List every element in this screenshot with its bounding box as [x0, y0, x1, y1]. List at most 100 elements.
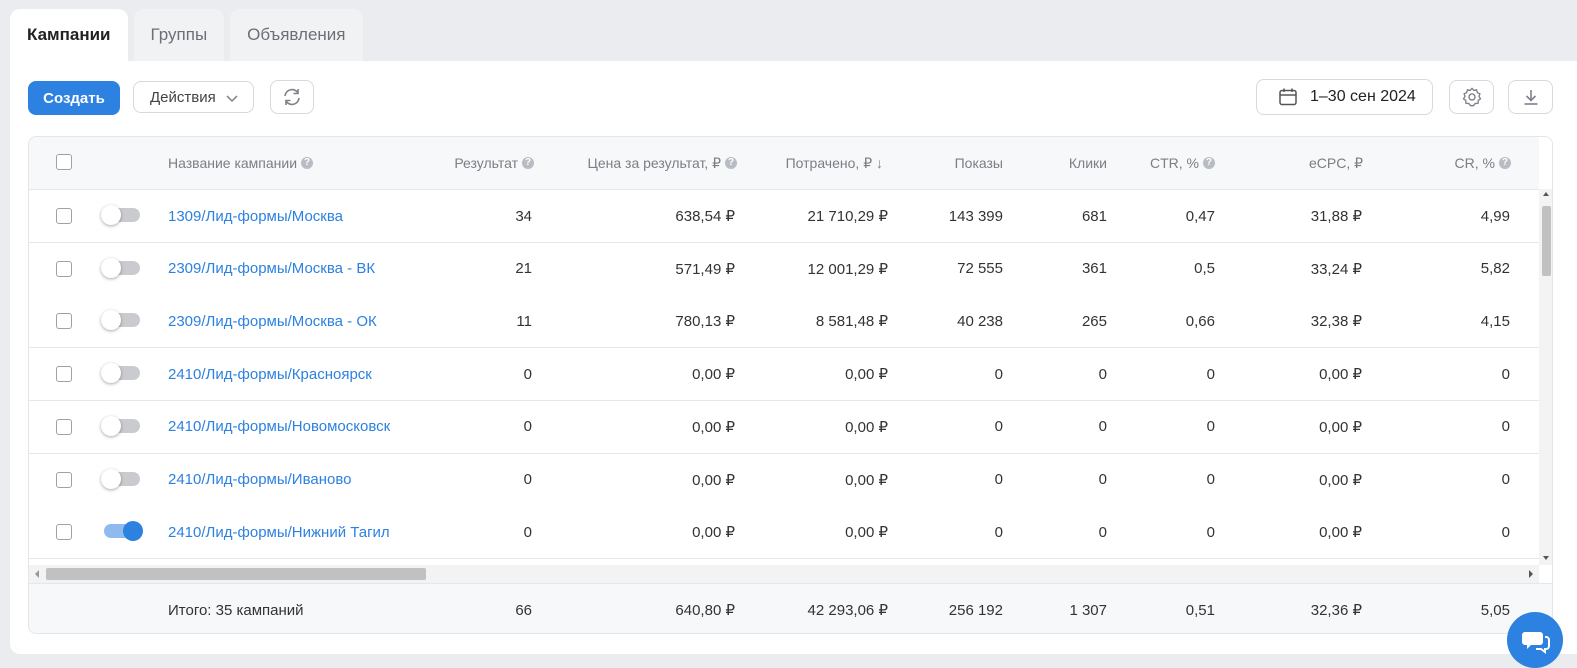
cell-ctr: 0	[1206, 523, 1215, 541]
cell-cr: 4,99	[1480, 207, 1510, 225]
help-icon[interactable]: ?	[1499, 157, 1511, 169]
column-spent[interactable]: Потрачено, ₽ ↓	[785, 154, 883, 171]
cell-spent: 0,00 ₽	[845, 418, 888, 436]
cell-cr: 0	[1501, 523, 1510, 541]
cell-ecpc: 33,24 ₽	[1310, 260, 1362, 278]
cell-ctr: 0,47	[1185, 207, 1215, 225]
row-checkbox[interactable]	[56, 524, 72, 541]
download-button[interactable]	[1508, 80, 1553, 114]
column-clicks[interactable]: Клики	[1068, 155, 1107, 171]
cell-ecpc: 0,00 ₽	[1319, 366, 1362, 384]
campaign-name-link[interactable]: 2410/Лид-формы/Красноярск	[168, 365, 372, 383]
table-row[interactable]: 2410/Лид-формы/Иваново 0 0,00 ₽ 0,00 ₽ 0 0 0 0,…	[29, 453, 1539, 507]
campaign-status-toggle[interactable]	[101, 205, 140, 225]
tab-ads[interactable]: Объявления	[230, 9, 363, 61]
campaign-name-link[interactable]: 2410/Лид-формы/Нижний Тагил	[168, 523, 390, 541]
campaigns-table: Название кампании? Результат? Цена за ре…	[28, 136, 1553, 634]
cell-cr: 0	[1501, 471, 1510, 488]
cell-spent: 0,00 ₽	[845, 524, 888, 542]
table-row[interactable]: 2410/Лид-формы/Красноярск 0 0,00 ₽ 0,00 ₽ 0 0…	[29, 348, 1539, 402]
cell-cost-per-result: 0,00 ₽	[692, 418, 735, 436]
table-row[interactable]: 2410/Лид-формы/Нижний Тагил 0 0,00 ₽ 0,00 ₽…	[29, 506, 1539, 560]
cell-result: 0	[523, 523, 532, 541]
table-total-row: Итого: 35 кампаний 66 640,80 ₽ 42 293,06…	[29, 583, 1552, 633]
cell-cr: 0	[1501, 365, 1510, 383]
row-checkbox[interactable]	[56, 313, 72, 330]
vertical-scrollbar[interactable]	[1539, 189, 1552, 565]
column-result[interactable]: Результат?	[429, 137, 534, 189]
table-row[interactable]: 2410/Лид-формы/Новомосковск 0 0,00 ₽ 0,00 ₽…	[29, 400, 1539, 454]
cell-ecpc: 31,88 ₽	[1310, 208, 1362, 225]
select-all-checkbox[interactable]	[56, 154, 72, 170]
campaign-status-toggle[interactable]	[101, 310, 140, 331]
cell-impressions: 0	[994, 523, 1003, 541]
gear-icon	[1461, 86, 1483, 108]
date-range-picker[interactable]: 1–30 сен 2024	[1256, 79, 1433, 115]
chat-icon	[1520, 625, 1550, 655]
cell-ctr: 0,66	[1185, 312, 1215, 330]
column-impressions[interactable]: Показы	[954, 155, 1003, 171]
total-ecpc: 32,36 ₽	[1310, 602, 1362, 619]
help-icon[interactable]: ?	[1203, 157, 1215, 169]
cell-cost-per-result: 571,49 ₽	[675, 260, 735, 278]
actions-dropdown[interactable]: Действия	[133, 81, 254, 113]
toggle-knob	[101, 205, 121, 225]
help-icon[interactable]: ?	[301, 157, 314, 169]
create-button[interactable]: Создать	[28, 81, 120, 115]
row-checkbox[interactable]	[56, 418, 72, 435]
settings-button[interactable]	[1449, 80, 1494, 114]
total-clicks: 1 307	[1069, 601, 1107, 619]
help-icon[interactable]: ?	[725, 157, 737, 169]
cell-result: 11	[516, 312, 532, 330]
vertical-scroll-thumb[interactable]	[1542, 206, 1551, 276]
table-row[interactable]: 2309/Лид-формы/Москва - ВК 21 571,49 ₽ 12 0…	[29, 242, 1539, 296]
cell-cr: 5,82	[1480, 260, 1510, 278]
horizontal-scrollbar[interactable]	[29, 565, 1539, 583]
row-checkbox[interactable]	[56, 208, 72, 224]
horizontal-scroll-thumb[interactable]	[46, 568, 426, 580]
help-icon[interactable]: ?	[522, 157, 534, 169]
tab-groups[interactable]: Группы	[133, 9, 225, 61]
cell-ctr: 0	[1206, 418, 1215, 436]
column-cr[interactable]: CR, %?	[1409, 137, 1511, 189]
column-name[interactable]: Название кампании?	[168, 137, 314, 189]
refresh-button[interactable]	[270, 80, 314, 114]
campaign-name-link[interactable]: 2309/Лид-формы/Москва - ОК	[168, 312, 377, 330]
campaign-name-link[interactable]: 1309/Лид-формы/Москва	[168, 207, 344, 225]
date-range-label: 1–30 сен 2024	[1310, 88, 1416, 105]
refresh-icon	[281, 86, 303, 108]
cell-impressions: 0	[994, 418, 1003, 436]
column-ctr[interactable]: CTR, %?	[1119, 137, 1215, 189]
table-row[interactable]: 1309/Лид-формы/Москва 34 638,54 ₽ 21 710,29…	[29, 190, 1539, 243]
calendar-icon	[1278, 87, 1298, 107]
row-checkbox[interactable]	[56, 260, 72, 277]
column-ecpc[interactable]: eCPC, ₽	[1308, 154, 1363, 171]
campaign-status-toggle[interactable]	[101, 468, 140, 489]
cell-spent: 21 710,29 ₽	[807, 208, 888, 225]
cell-impressions: 40 238	[957, 312, 1003, 330]
chevron-down-icon	[225, 91, 239, 109]
row-checkbox[interactable]	[56, 471, 72, 488]
campaign-name-link[interactable]: 2410/Лид-формы/Новомосковск	[168, 418, 391, 436]
tab-campaigns[interactable]: Кампании	[10, 9, 128, 61]
campaign-status-toggle[interactable]	[101, 363, 140, 384]
cell-spent: 8 581,48 ₽	[815, 313, 888, 331]
actions-label: Действия	[150, 88, 216, 106]
column-cost-per-result[interactable]: Цена за результат, ₽?	[549, 137, 737, 189]
row-checkbox[interactable]	[56, 366, 72, 383]
campaign-status-toggle[interactable]	[104, 521, 143, 542]
cell-result: 0	[523, 471, 532, 488]
campaign-name-link[interactable]: 2309/Лид-формы/Москва - ВК	[168, 260, 376, 278]
campaign-status-toggle[interactable]	[101, 415, 140, 436]
tab-bar: Кампании Группы Объявления	[10, 9, 363, 61]
cell-impressions: 0	[994, 471, 1003, 488]
table-row[interactable]: 2309/Лид-формы/Москва - ОК 11 780,13 ₽ 8 58…	[29, 295, 1539, 349]
toggle-knob	[101, 468, 121, 489]
campaign-name-link[interactable]: 2410/Лид-формы/Иваново	[168, 471, 352, 488]
chat-button[interactable]	[1507, 612, 1563, 668]
cell-cr: 4,15	[1480, 312, 1510, 330]
download-icon	[1521, 87, 1541, 107]
cell-ctr: 0	[1206, 365, 1215, 383]
cell-clicks: 0	[1098, 365, 1107, 383]
campaign-status-toggle[interactable]	[101, 257, 140, 278]
